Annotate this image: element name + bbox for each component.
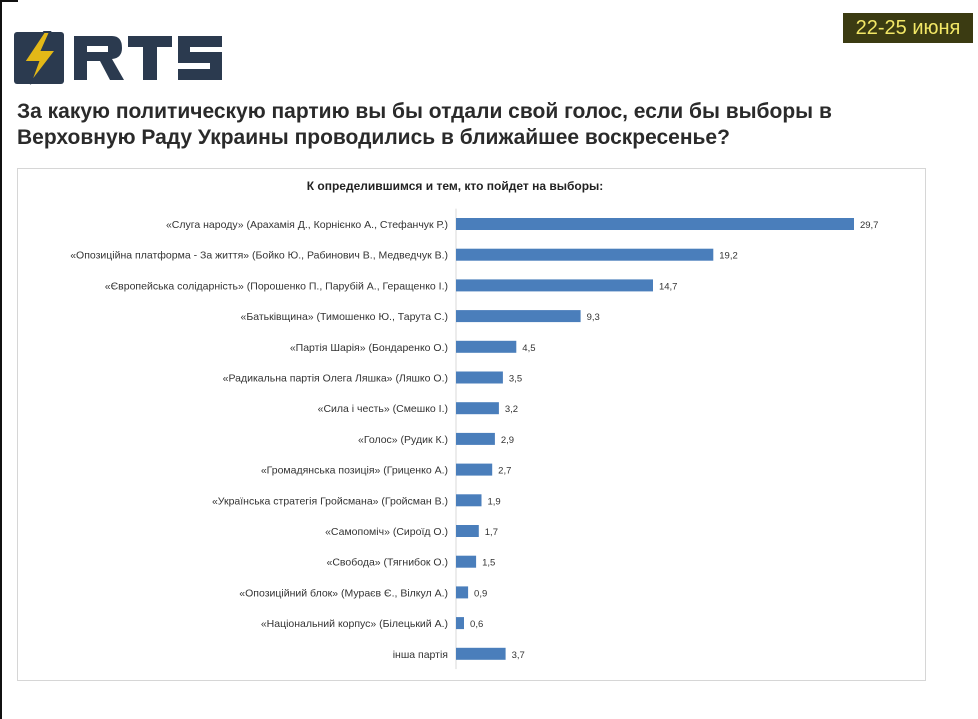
bar — [456, 340, 517, 353]
page-border-top — [0, 0, 18, 2]
category-label: «Українська стратегія Гройсмана» (Гройсм… — [212, 495, 448, 507]
value-label: 29,7 — [860, 220, 879, 231]
value-label: 1,5 — [482, 558, 495, 569]
bar — [456, 647, 506, 660]
value-label: 0,9 — [474, 588, 487, 599]
value-label: 3,7 — [512, 650, 525, 661]
lightning-bolt-icon — [22, 31, 59, 85]
chart-marks: «Слуга народу» (Арахамія Д., Корнієнко А… — [70, 208, 879, 670]
category-label: інша партія — [393, 649, 448, 661]
logo-letter-r — [74, 36, 124, 80]
logo-letter-s — [178, 36, 222, 80]
bar — [456, 463, 493, 476]
bar — [456, 432, 495, 445]
value-label: 2,9 — [501, 435, 514, 446]
value-label: 2,7 — [498, 466, 511, 477]
category-label: «Громадянська позиція» (Гриценко А.) — [261, 465, 448, 477]
value-label: 1,9 — [487, 496, 500, 507]
value-label: 19,2 — [719, 251, 738, 262]
bar — [456, 494, 482, 507]
value-label: 9,3 — [587, 312, 600, 323]
bar — [456, 402, 499, 415]
page-border — [0, 0, 2, 719]
logo-letter-t — [128, 36, 172, 80]
bar — [456, 525, 479, 537]
category-label: «Опозиційна платформа - За життя» (Бойко… — [70, 250, 448, 262]
category-label: «Батьківщина» (Тимошенко Ю., Тарута С.) — [241, 311, 448, 323]
value-label: 14,7 — [659, 281, 678, 292]
category-label: «Слуга народу» (Арахамія Д., Корнієнко А… — [166, 219, 448, 231]
category-label: «Національний корпус» (Білецький А.) — [261, 618, 448, 630]
category-label: «Свобода» (Тягнибок О.) — [326, 557, 448, 569]
category-label: «Сила і честь» (Смешко І.) — [318, 403, 448, 415]
chart-title: К определившимся и тем, кто пойдет на вы… — [307, 179, 604, 193]
bar — [456, 310, 581, 323]
category-label: «Голос» (Рудик К.) — [358, 434, 448, 446]
bar — [456, 279, 653, 292]
value-label: 0,6 — [470, 619, 483, 630]
bar — [456, 586, 469, 599]
category-label: «Опозиційний блок» (Мураєв Є., Вілкул А.… — [239, 587, 448, 599]
category-label: «Самопоміч» (Сироїд О.) — [325, 526, 448, 538]
bar — [456, 248, 714, 261]
date-badge: 22-25 июня — [843, 13, 973, 43]
bar-chart: К определившимся и тем, кто пойдет на вы… — [70, 179, 879, 670]
value-label: 1,7 — [485, 527, 498, 538]
bar — [456, 617, 464, 630]
category-label: «Радикальна партія Олега Ляшка» (Ляшко О… — [223, 373, 448, 385]
value-label: 4,5 — [522, 343, 535, 354]
rts-logo — [14, 31, 222, 85]
value-label: 3,5 — [509, 374, 522, 385]
bar — [456, 218, 854, 230]
bar — [456, 555, 477, 568]
category-label: «Партія Шарія» (Бондаренко О.) — [290, 342, 448, 354]
bar — [456, 371, 503, 384]
page-title: За какую политическую партию вы бы отдал… — [17, 100, 832, 149]
value-label: 3,2 — [505, 404, 518, 415]
category-label: «Європейська солідарність» (Порошенко П.… — [105, 280, 448, 292]
chart-panel: К определившимся и тем, кто пойдет на вы… — [17, 168, 926, 681]
